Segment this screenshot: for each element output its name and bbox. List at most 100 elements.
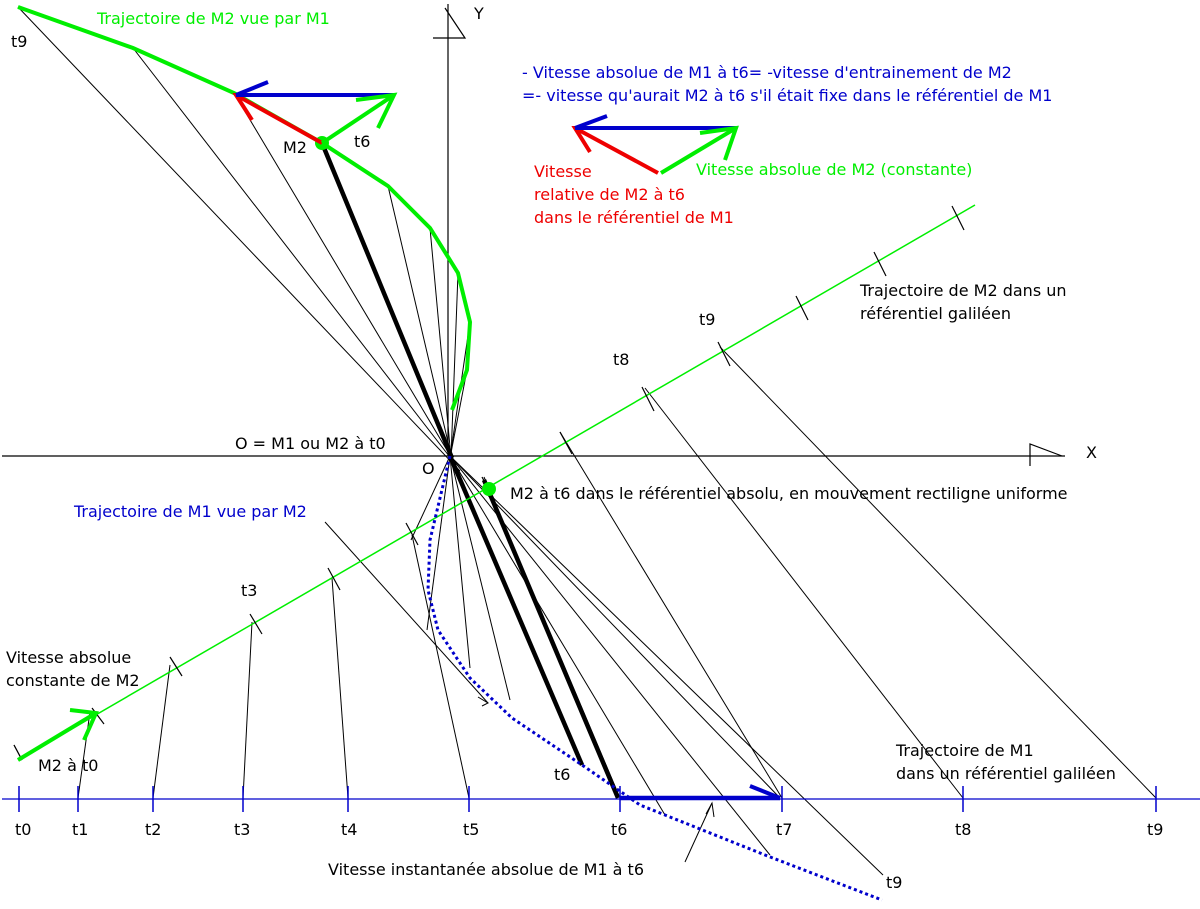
construction-lines [13,6,1157,876]
link-t5b-arrowhead [477,696,490,707]
tick-label-t2: t2 [145,820,161,839]
m2-absolute-point [482,482,496,496]
m2-trajectory-line [17,204,976,761]
tick-label-t0: t0 [15,820,31,839]
m2-tick-11 [873,251,887,277]
x-axis-label: X [1086,443,1097,462]
legend-vector-triangle [571,114,739,175]
tick-label-t3: t3 [234,820,250,839]
tick-label-t7: t7 [776,820,792,839]
m2-tick-3 [249,613,263,635]
relative-velocity-vector [235,93,323,145]
title-m1-seen-by-m2: Trajectoire de M1 vue par M2 [73,502,307,521]
note-vit-m2-line1: Vitesse absolue [6,648,131,667]
absolute-m2-arrowhead [355,92,398,129]
note-rel-line2: relative de M2 à t6 [534,185,685,204]
label-t6-lower: t6 [554,765,570,784]
ray-t9-top [17,6,461,472]
note-rel-line1: Vitesse [534,162,592,181]
ray-low-3 [449,455,471,669]
ray-low-1 [410,455,451,541]
tick-label-t5: t5 [463,820,479,839]
label-m2-line-t8: t8 [613,350,629,369]
segment-m1-m2-top [319,142,455,459]
m2-tick-4 [327,567,341,591]
m2-relative-trajectory [17,5,473,411]
absolute-m1-arrowhead [235,80,269,97]
tick-label-t9: t9 [1147,820,1163,839]
ray-low-5 [449,455,666,816]
ray-low-7 [449,455,884,876]
ray-b [429,227,452,459]
ray-t8-top [132,47,457,466]
note-m2-absolute-point: M2 à t6 dans le référentiel absolu, en m… [510,484,1068,503]
m1-relative-trajectory [426,455,883,902]
m2-tick-2 [169,656,183,677]
m2-tick-10 [795,295,809,321]
segment-lower-2 [481,479,621,799]
m1-galilean-trajectory [2,784,1200,812]
label-t6-top: t6 [354,132,370,151]
segment-lower-1 [447,455,585,766]
link-t5 [411,534,470,799]
m2-velocity-arrowhead [69,708,99,741]
m2-tick-1 [91,707,105,725]
m2-velocity-arrow [16,711,98,762]
note-vit-m2-line2: constante de M2 [6,671,140,690]
title-m2-galilean-2: référentiel galiléen [860,304,1011,323]
note-rel-line3: dans le référentiel de M1 [534,208,734,227]
ray-low-2 [426,455,451,631]
m2-tick-12 [951,205,965,231]
origin-label: O [422,459,435,478]
m2-trajectory-ticks [13,205,965,761]
labels: Trajectoire de M2 vue par M1 t9 M2 t6 - … [6,9,1163,892]
m1-ticks [18,786,1157,812]
tick-label-t6: t6 [611,820,627,839]
vit-inst-pointer-arrowhead [705,801,715,818]
axes: X Y O O = M1 ou M2 à t0 [2,4,1097,478]
title-m1-galilean-2: dans un référentiel galiléen [896,764,1116,783]
link-t2 [152,664,171,799]
tick-label-t8: t8 [955,820,971,839]
ray-low-4 [449,455,511,701]
tick-label-t4: t4 [341,820,357,839]
m2-vector-triangle [232,80,398,145]
m2-galilean-trajectory [13,204,976,762]
y-axis-label: Y [473,4,484,23]
link-t8 [644,387,964,799]
thick-segments [319,142,621,799]
absolute-m2-vector [320,93,396,145]
origin-caption: O = M1 ou M2 à t0 [235,434,386,453]
label-m2-t0: M2 à t0 [38,756,98,775]
title-m2-seen-by-m1: Trajectoire de M2 vue par M1 [96,9,330,28]
ray-e [449,369,468,459]
title-m1-galilean-1: Trajectoire de M1 [895,741,1034,760]
ray-c [450,272,459,459]
ray-t7-top [233,92,455,463]
ray-a [387,185,453,460]
tick-label-t1: t1 [72,820,88,839]
m1-velocity-arrowhead [749,784,781,800]
x-axis-arrowhead [1029,443,1063,466]
m2-tick-5 [405,522,419,546]
m2-tick-9 [717,341,731,367]
m2-tick-8 [641,386,655,412]
legend-red-vector [574,126,659,175]
label-t9-lower: t9 [886,873,902,892]
legend-blue-arrowhead [574,114,608,130]
title-m2-galilean-1: Trajectoire de M2 dans un [859,281,1067,300]
note-abs-m2: Vitesse absolue de M2 (constante) [696,160,972,179]
label-m2-line-t9: t9 [699,310,715,329]
label-t9-top: t9 [11,32,27,51]
link-t5b [324,521,489,704]
note-abs-m1-line1: - Vitesse absolue de M1 à t6= -vitesse d… [522,63,1012,82]
link-t4 [331,577,349,799]
link-t7 [559,431,783,799]
vit-inst-pointer [684,802,713,863]
ray-low-8 [449,455,781,799]
label-m2: M2 [283,138,307,157]
legend-green-vector [659,126,738,175]
link-t9 [719,346,1157,799]
